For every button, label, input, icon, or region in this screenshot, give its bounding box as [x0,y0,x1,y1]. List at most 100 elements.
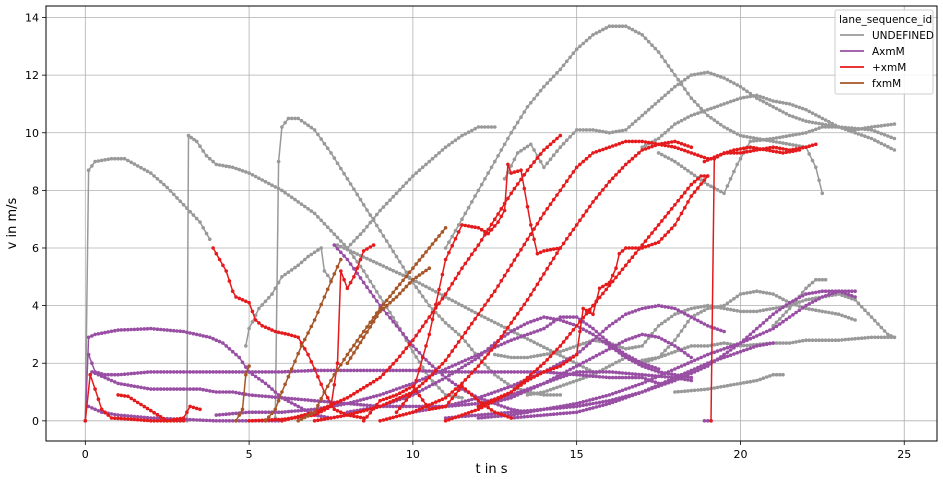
data-point [361,203,366,207]
data-point [584,311,589,316]
data-point [571,170,576,174]
data-point [692,152,697,156]
data-point [404,398,409,402]
data-point [624,263,628,268]
data-point [591,397,595,402]
series-xmm-39 [709,142,818,423]
data-point [434,302,438,307]
data-point [548,247,553,252]
data-point [804,306,808,311]
data-point [604,130,608,134]
data-point [371,379,376,384]
data-point [486,317,491,322]
data-point [686,115,690,119]
data-point [283,120,287,125]
data-point [836,125,841,129]
data-point [443,375,448,380]
data-point [673,344,677,348]
data-point [604,146,608,151]
data-point [303,415,307,420]
data-point [778,135,782,140]
data-point [571,404,576,409]
data-point [683,346,687,351]
data-point [391,298,396,302]
data-point [88,372,92,377]
data-point [257,306,261,311]
data-point [607,179,612,184]
data-point [312,410,317,415]
data-point [551,319,556,324]
data-point [260,379,265,383]
data-point [653,102,658,106]
data-point [719,103,723,107]
data-point [637,151,641,155]
data-point [430,406,435,411]
data-point [591,332,595,337]
y-tick-label: 12 [25,69,39,82]
data-point [614,390,618,395]
data-point [601,147,605,152]
data-point [784,310,789,314]
data-point [388,294,392,299]
data-point [597,352,602,356]
data-point [522,390,527,394]
data-point [283,369,287,374]
data-point [430,156,435,161]
data-point [165,387,169,391]
data-point [640,361,644,366]
data-point [833,338,838,343]
data-point [466,130,471,134]
data-point [853,131,857,135]
data-point [493,159,497,164]
data-point [515,336,520,340]
data-point [696,72,700,76]
data-point [555,412,559,416]
data-point [827,125,831,129]
series-xmm-38 [116,393,202,423]
data-point [633,358,638,362]
data-point [774,150,779,154]
data-point [565,411,569,415]
data-point [542,352,546,357]
data-point [856,132,861,136]
data-point [591,406,595,410]
data-point [122,156,127,161]
data-point [741,146,746,151]
data-point [601,350,605,355]
data-point [427,332,432,337]
data-point [109,378,114,383]
data-point [293,116,297,121]
data-point [551,317,556,321]
data-point [578,370,582,374]
data-point [542,249,546,253]
data-point [506,370,510,374]
data-point [673,223,677,227]
data-point [748,336,753,341]
data-point [755,344,759,348]
series-line [346,126,495,249]
data-point [525,321,530,325]
data-point [401,288,405,292]
data-point [601,27,605,32]
data-point [751,329,756,334]
data-point [646,140,651,145]
data-point [411,410,415,415]
data-point [332,156,337,160]
data-point [578,404,582,408]
data-point [227,390,232,394]
data-point [876,130,880,135]
data-point [643,388,648,393]
data-point [715,188,720,192]
data-point [122,372,127,377]
data-point [522,333,527,338]
data-point [463,223,468,228]
data-point [771,292,775,296]
data-point [293,265,297,270]
data-point [699,182,703,186]
data-point [669,306,674,310]
data-point [479,415,484,420]
data-point [561,355,566,359]
x-tick-label: 15 [570,448,584,461]
data-point [538,152,543,156]
data-point [221,263,225,268]
